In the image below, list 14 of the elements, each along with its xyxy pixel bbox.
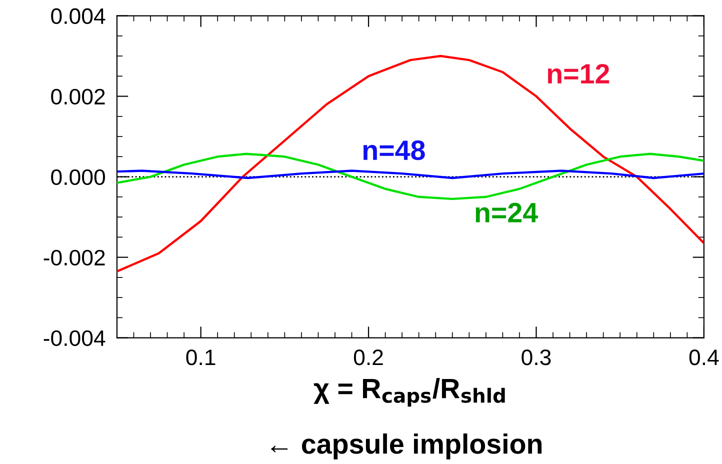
y-tick-label: 0.000 (51, 169, 105, 186)
y-tick-label: -0.002 (44, 250, 105, 266)
series-label: n=12 (548, 64, 610, 84)
series-label: n=48 (363, 140, 425, 160)
x-tick-label: 0.1 (186, 349, 216, 366)
text: ← capsule implosion (271, 433, 542, 460)
x-tick-label: 0.3 (522, 349, 551, 366)
x-axis-title: χ = R$_{caps}$/R$_{shld}$ (314, 378, 505, 407)
y-tick-label: 0.002 (51, 88, 105, 105)
y-tick-label: 0.004 (51, 8, 106, 24)
series-label: n=24 (476, 202, 538, 222)
y-tick-label: -0.004 (44, 330, 106, 346)
x-tick-label: 0.2 (354, 349, 383, 366)
x-tick-label: 0.4 (689, 349, 719, 366)
